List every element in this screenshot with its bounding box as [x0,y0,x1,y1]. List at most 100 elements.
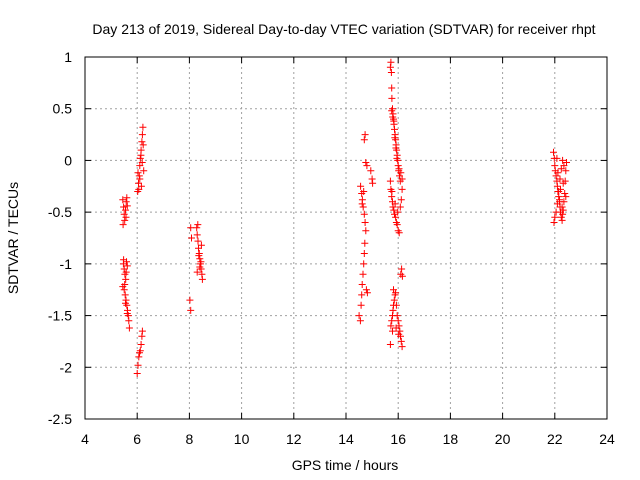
data-point [388,84,396,92]
data-point [392,324,400,332]
data-point [198,275,206,283]
data-point [193,268,201,276]
data-point [398,343,406,351]
data-point [119,283,127,291]
data-point [554,169,562,177]
data-point [138,131,146,139]
data-point [196,263,204,271]
data-point [390,206,398,214]
data-point [391,200,399,208]
data-point [122,299,129,307]
data-point [125,324,133,332]
data-point [139,141,147,149]
data-point [359,203,367,211]
data-point [558,203,566,211]
data-point [357,182,365,190]
data-point [361,219,369,226]
data-point [397,337,405,345]
data-point [394,317,402,325]
data-point [196,255,204,263]
data-point [552,208,560,216]
data-point [360,210,368,218]
data-point [559,156,567,164]
data-point [136,175,144,183]
data-point [369,179,377,187]
data-point [358,200,366,208]
data-point [139,123,147,131]
data-point [398,175,406,183]
data-point [137,182,145,190]
data-point [559,179,567,187]
data-point [123,202,131,210]
data-point [361,131,369,139]
data-point [556,196,563,204]
data-point [122,213,130,221]
data-point [357,301,365,309]
data-point [125,317,133,325]
data-point [388,188,396,195]
data-point [386,177,394,185]
data-point [120,286,128,294]
data-point [392,213,400,221]
data-point [134,361,142,369]
data-point [553,200,561,208]
data-point [562,167,570,175]
data-point [135,353,143,361]
data-point [123,262,131,270]
y-tick-labels: -2.5 -2 -1.5 -1 -0.5 0 0.5 1 [48,49,72,427]
data-point [387,322,395,330]
data-point [140,167,148,175]
data-point [391,134,399,142]
x-tick-label: 20 [495,431,511,447]
data-point [133,370,141,377]
y-axis-label: SDTVAR / TECUs [5,182,21,294]
data-point [186,296,194,304]
plot-frame [84,56,608,420]
data-point [398,265,406,273]
data-point [559,210,567,218]
data-point [395,229,403,237]
x-tick-label: 12 [286,431,302,447]
data-point [119,221,127,229]
x-tick-label: 6 [133,431,141,447]
data-point [363,162,371,170]
data-point [188,234,195,242]
y-tick-label: 1 [64,49,72,65]
data-point [388,317,396,325]
x-tick-label: 8 [186,431,194,447]
data-point [557,213,565,221]
data-point [551,213,559,221]
x-tick-label: 14 [338,431,354,447]
data-point [556,175,564,183]
data-point [395,165,403,173]
data-point [138,327,146,335]
data-point [562,193,570,201]
x-tick-label: 16 [390,431,406,447]
data-point [393,221,401,229]
data-point [559,206,567,214]
data-point [121,291,129,299]
x-tick-label: 10 [234,431,250,447]
data-point [390,286,397,294]
x-axis-label: GPS time / hours [292,457,399,473]
data-point [390,117,398,125]
data-point [360,260,368,268]
data-point [356,317,364,325]
data-point [138,159,146,166]
y-tick-label: -1.5 [48,308,72,324]
y-tick-label: -2.5 [48,411,72,427]
data-point [187,306,195,314]
data-point [138,138,146,146]
data-point [394,208,402,216]
x-tick-label: 24 [599,431,615,447]
data-point [136,347,144,355]
data-point [560,198,568,206]
data-point [193,231,201,239]
data-point [388,94,396,102]
data-point [194,237,202,245]
data-point [389,113,397,121]
data-point [363,289,371,297]
x-tick-label: 4 [81,431,89,447]
data-point [387,69,395,76]
